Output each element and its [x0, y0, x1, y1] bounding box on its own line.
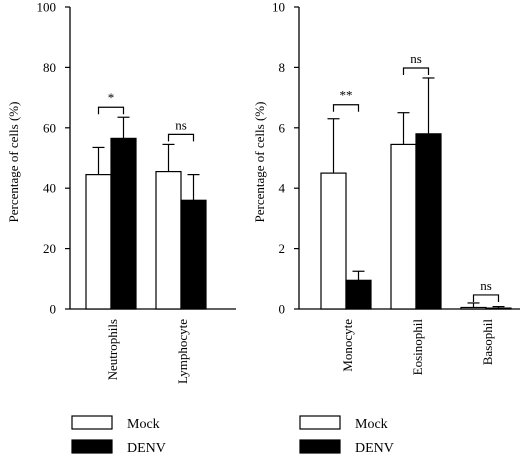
significance-bracket [167, 133, 195, 142]
y-tick-label: 4 [279, 181, 286, 196]
y-tick-label: 100 [37, 0, 57, 15]
bar-mock-eosinophil [390, 143, 417, 310]
bar-mock-monocyte [320, 172, 347, 310]
x-category-label: Neutrophils [105, 319, 120, 380]
significance-bracket [402, 67, 430, 75]
significance-bracket [332, 104, 360, 112]
legend-label-mock: Mock [355, 417, 388, 432]
bar-mock-lymphocyte [155, 170, 182, 310]
y-tick-label: 60 [43, 120, 56, 135]
y-tick-label: 6 [279, 120, 286, 135]
bar-denv-monocyte [345, 279, 372, 310]
bar-denv-lymphocyte [180, 199, 207, 310]
y-tick-label: 0 [279, 302, 286, 317]
significance-label: ns [410, 51, 422, 66]
legend-swatch-denv [299, 439, 341, 454]
right-legend: Mock DENV [299, 415, 394, 455]
significance-bracket [97, 106, 125, 115]
bar-mock-neutrophils [85, 174, 112, 310]
legend-swatch-mock [299, 415, 341, 430]
significance-label: ns [480, 278, 492, 293]
x-category-label: Basophil [480, 319, 495, 366]
right-chart-panel: 0 2 4 6 8 10 Percentage of cells (%) Monocyte **… [252, 0, 520, 375]
x-category-label: Eosinophil [410, 319, 425, 376]
legend-label-denv: DENV [355, 441, 394, 455]
y-tick-label: 40 [43, 181, 56, 196]
y-tick-label: 0 [50, 302, 57, 317]
significance-bracket [472, 294, 500, 302]
x-category-label: Lymphocyte [175, 319, 190, 384]
x-category-label: Monocyte [340, 319, 355, 372]
y-tick-label: 20 [43, 241, 56, 256]
bar-mock-basophil [460, 306, 487, 310]
left-legend: Mock DENV [71, 415, 166, 455]
legend-swatch-mock [71, 415, 113, 430]
significance-label: ** [340, 88, 353, 103]
significance-label: * [108, 90, 115, 105]
legend-label-mock: Mock [127, 417, 160, 432]
y-tick-label: 2 [279, 241, 286, 256]
bar-denv-neutrophils [110, 137, 137, 310]
legend-swatch-denv [71, 439, 113, 454]
bar-denv-eosinophil [415, 133, 442, 310]
significance-label: ns [175, 117, 187, 132]
y-axis-title: Percentage of cells (%) [252, 102, 267, 223]
y-tick-label: 80 [43, 60, 56, 75]
legend-label-denv: DENV [127, 441, 166, 455]
left-chart-panel: 0 20 40 60 80 100 Percentage of cells (%) Neutr… [6, 0, 236, 384]
y-tick-label: 8 [279, 60, 286, 75]
y-axis-title: Percentage of cells (%) [6, 102, 21, 223]
y-tick-label: 10 [272, 0, 285, 15]
bar-denv-basophil [485, 307, 512, 310]
